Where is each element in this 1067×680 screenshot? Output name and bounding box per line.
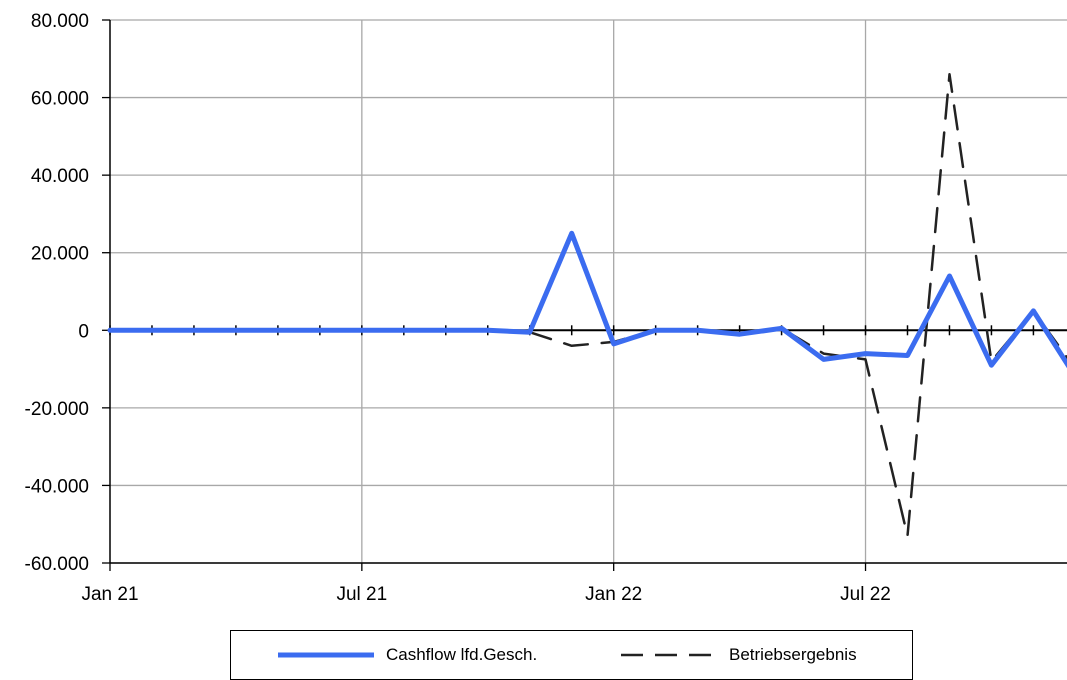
legend: Cashflow lfd.Gesch. Betriebsergebnis [230, 630, 913, 680]
y-tick-label: 60.000 [31, 89, 89, 110]
x-tick-label: Jul 22 [840, 584, 891, 605]
series-cashflow-line [107, 230, 1067, 369]
legend-swatch-betriebsergebnis [621, 653, 717, 657]
legend-label-cashflow: Cashflow lfd.Gesch. [386, 645, 538, 664]
legend-swatch-cashflow [278, 652, 374, 658]
legend-item-betriebsergebnis: Betriebsergebnis [619, 645, 857, 665]
x-tick-label: Jan 22 [585, 584, 642, 605]
y-tick-label: 40.000 [31, 166, 89, 187]
x-axis-labels: Jan 21 Jul 21 Jan 22 Jul 22 [81, 584, 890, 605]
x-tick-label: Jan 21 [81, 584, 138, 605]
series-lines [107, 73, 1067, 538]
x-tick-label: Jul 21 [336, 584, 387, 605]
grid-lines [110, 19, 1067, 564]
y-tick-label: 0 [78, 321, 89, 342]
y-tick-label: 80.000 [31, 11, 89, 32]
y-axis-labels: 80.000 60.000 40.000 20.000 0 -20.000 -40.000 -… [25, 11, 89, 575]
y-tick-label: -20.000 [25, 399, 89, 420]
legend-item-cashflow: Cashflow lfd.Gesch. [276, 645, 537, 665]
y-tick-label: 20.000 [31, 244, 89, 265]
y-tick-label: -40.000 [25, 476, 89, 497]
y-tick-label: -60.000 [25, 554, 89, 575]
series-betriebsergebnis-line [108, 73, 1067, 538]
legend-label-betriebsergebnis: Betriebsergebnis [729, 645, 857, 664]
axes [102, 19, 1067, 571]
